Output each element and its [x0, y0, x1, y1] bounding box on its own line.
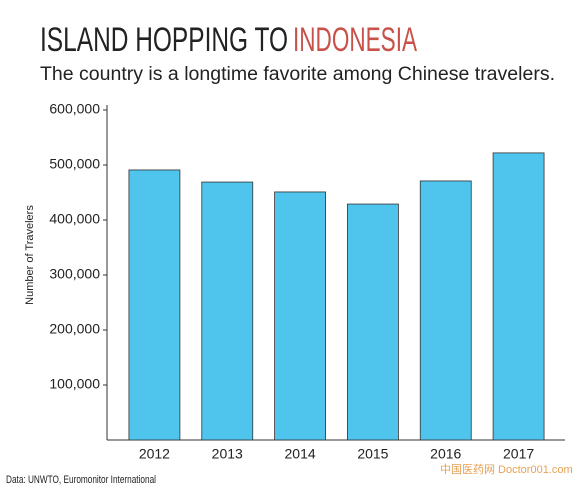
bar: [201, 181, 254, 441]
y-tick-label: 300,000: [49, 266, 100, 282]
x-tick-label: 2015: [357, 446, 388, 462]
bar: [128, 169, 181, 441]
y-tick-label: 200,000: [49, 321, 100, 337]
source: Data: UNWTO, Euromonitor International: [6, 474, 156, 486]
y-tick-label: 500,000: [49, 156, 100, 172]
x-tick-label: 2017: [503, 446, 534, 462]
bar: [274, 191, 326, 441]
y-tick-label: 100,000: [49, 376, 100, 392]
watermark: 中国医药网 Doctor001.com: [440, 463, 573, 476]
y-axis-label: Number of Travelers: [24, 205, 36, 305]
bar: [419, 180, 472, 441]
x-tick-label: 2013: [212, 446, 243, 462]
bar: [347, 203, 399, 441]
chart-title-highlight: INDONESIA: [293, 21, 417, 59]
chart-subtitle: The country is a longtime favorite among…: [40, 64, 555, 85]
bar: [492, 152, 545, 441]
y-tick-label: 600,000: [49, 101, 100, 117]
y-tick-label: 400,000: [49, 211, 100, 227]
x-tick-label: 2014: [285, 446, 316, 462]
chart-title: ISLAND HOPPING TO: [40, 21, 288, 59]
x-tick-label: 2016: [430, 446, 461, 462]
x-tick-label: 2012: [139, 446, 170, 462]
